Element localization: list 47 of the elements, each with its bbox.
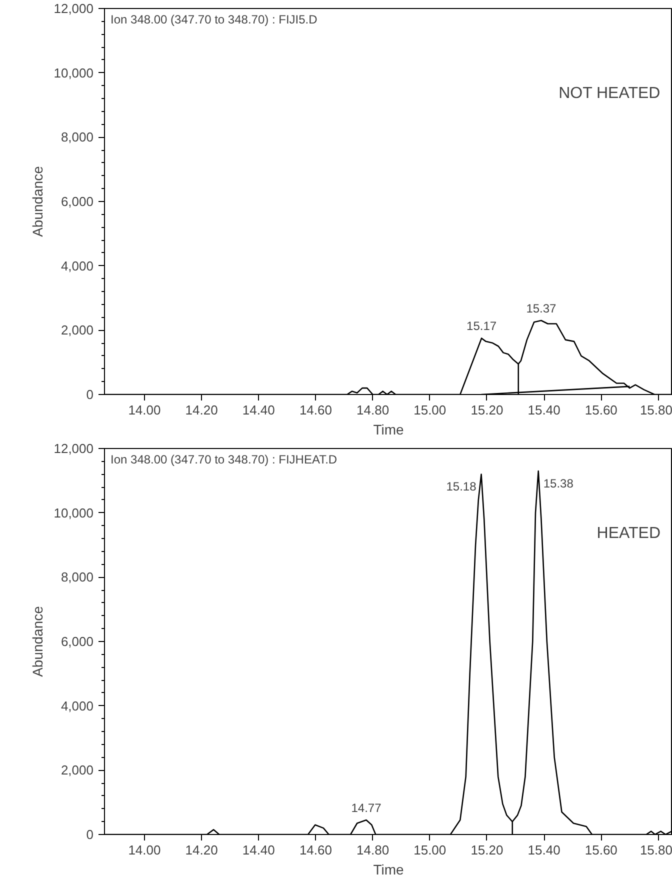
- x-tick-label: 15.60: [584, 402, 618, 418]
- x-tick-label: 15.80: [640, 842, 672, 858]
- annotation: 15.37: [526, 302, 557, 316]
- y-tick-label: 0: [86, 827, 94, 842]
- y-tick-label: 4,000: [60, 698, 94, 714]
- y-tick-label: 6,000: [60, 194, 94, 209]
- y-tick-label: 6,000: [60, 634, 94, 649]
- x-tick-label: 15.60: [584, 842, 618, 858]
- x-tick-label: 14.80: [356, 842, 390, 858]
- y-tick-label: 8,000: [60, 570, 94, 585]
- annotation: NOT HEATED: [558, 84, 660, 102]
- annotation: 14.77: [351, 801, 382, 816]
- y-tick-label: 2,000: [60, 762, 94, 778]
- x-tick-label: 14.00: [128, 402, 161, 418]
- y-tick-label: 10,000: [54, 65, 94, 80]
- x-tick-label: 15.20: [470, 842, 504, 858]
- annotation: 15.17: [466, 319, 497, 334]
- annotation: HEATED: [596, 524, 661, 542]
- x-tick-label: 14.20: [185, 402, 218, 418]
- y-tick-label: 10,000: [54, 505, 94, 520]
- y-tick-label: 0: [86, 387, 94, 402]
- annotation: 15.18: [446, 480, 477, 494]
- x-tick-label: 15.20: [470, 402, 504, 418]
- x-tick-label: 14.60: [299, 402, 332, 418]
- x-axis-title: Time: [373, 862, 404, 878]
- x-tick-label: 14.40: [242, 402, 275, 418]
- x-tick-label: 14.60: [299, 842, 332, 858]
- y-tick-label: 12,000: [54, 1, 94, 16]
- annotation: Ion 348.00 (347.70 to 348.70) : FIJHEAT.D: [110, 452, 338, 466]
- x-tick-label: 15.80: [640, 402, 672, 418]
- annotation: 15.38: [543, 476, 574, 491]
- y-axis-title: Abundance: [30, 606, 46, 677]
- y-tick-label: 8,000: [60, 130, 94, 145]
- y-axis-title: Abundance: [30, 166, 46, 237]
- x-tick-label: 14.20: [185, 842, 218, 858]
- x-axis-title: Time: [373, 422, 404, 438]
- annotation: Ion 348.00 (347.70 to 348.70) : FIJI5.D: [110, 12, 318, 26]
- y-tick-label: 2,000: [60, 322, 94, 338]
- x-tick-label: 14.40: [242, 842, 275, 858]
- x-tick-label: 14.00: [128, 842, 161, 858]
- x-tick-label: 15.40: [528, 842, 560, 858]
- x-tick-label: 14.80: [356, 402, 390, 418]
- x-tick-label: 15.00: [414, 402, 446, 418]
- x-tick-label: 15.40: [528, 402, 560, 418]
- y-tick-label: 4,000: [60, 258, 94, 274]
- y-tick-label: 12,000: [54, 441, 94, 456]
- x-tick-label: 15.00: [414, 842, 446, 858]
